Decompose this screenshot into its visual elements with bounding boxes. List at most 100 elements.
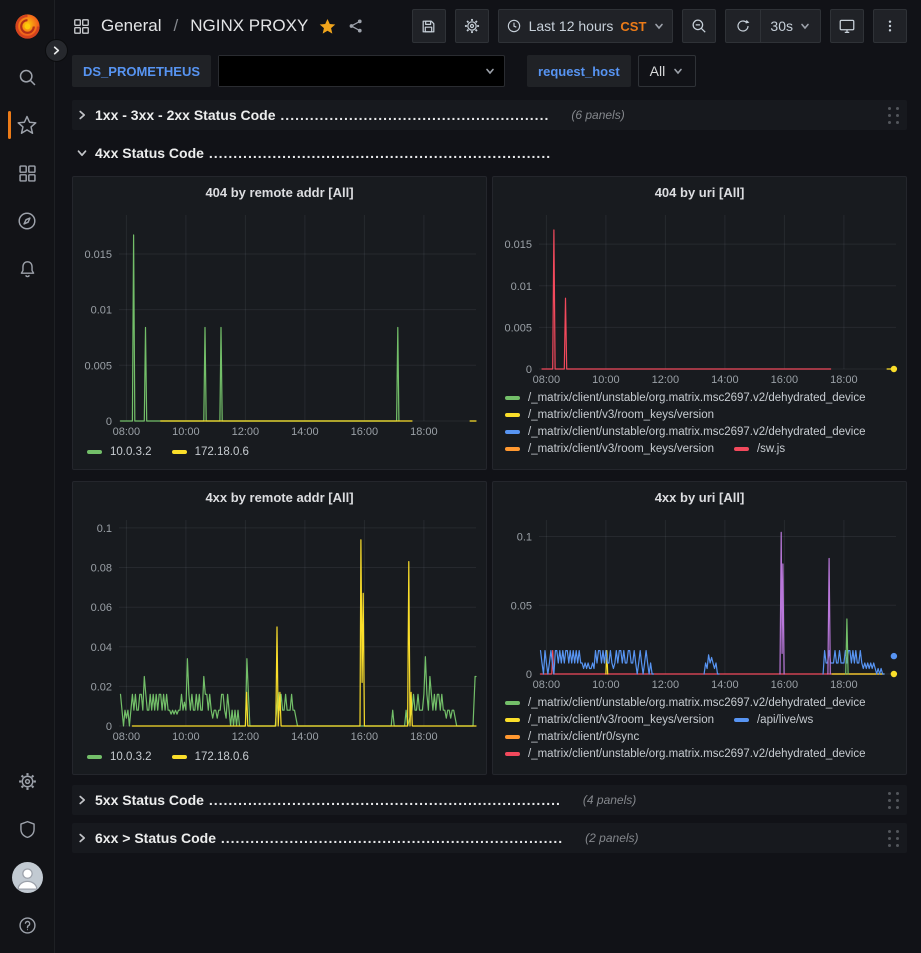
breadcrumb-section[interactable]: General xyxy=(101,16,162,35)
legend-item[interactable]: 172.18.0.6 xyxy=(171,751,249,763)
legend-label: /_matrix/client/unstable/org.matrix.msc2… xyxy=(528,426,866,438)
panel-plot: 08:00 10:00 12:00 14:00 16:00 18:00 0 0.005 0.01… xyxy=(73,207,486,441)
legend-row: /_matrix/client/unstable/org.matrix.msc2… xyxy=(505,697,906,709)
request-host-dropdown[interactable]: All xyxy=(637,55,697,87)
row-drag-handle[interactable] xyxy=(888,791,899,809)
legend-item[interactable]: /_matrix/client/unstable/org.matrix.msc2… xyxy=(505,697,866,709)
legend-item[interactable]: /_matrix/client/unstable/org.matrix.msc2… xyxy=(505,748,866,760)
panel-plot: 08:00 10:00 12:00 14:00 16:00 18:00 0 0.05 0.1 xyxy=(493,512,906,694)
refresh-interval-dropdown[interactable]: 30s xyxy=(760,10,820,42)
breadcrumb-separator: / xyxy=(173,16,179,35)
legend-item[interactable]: /_matrix/client/v3/room_keys/version xyxy=(505,714,714,726)
panel-title[interactable]: 404 by uri [All] xyxy=(654,184,745,200)
svg-text:0.08: 0.08 xyxy=(91,563,112,575)
sidebar-item-search[interactable] xyxy=(0,53,55,101)
panel-legend: /_matrix/client/unstable/org.matrix.msc2… xyxy=(493,694,906,774)
search-icon xyxy=(19,69,35,85)
legend-row: /_matrix/client/unstable/org.matrix.msc2… xyxy=(505,392,906,404)
save-dashboard-button[interactable] xyxy=(411,9,446,43)
legend-item[interactable]: /api/live/ws xyxy=(733,714,813,726)
dashboard-settings-button[interactable] xyxy=(454,9,489,43)
sidebar-item-dashboards[interactable] xyxy=(0,149,55,197)
variables-bar: DS_PROMETHEUS request_host All xyxy=(55,52,921,94)
legend-item[interactable]: 172.18.0.6 xyxy=(171,446,249,458)
share-icon[interactable] xyxy=(347,17,365,35)
time-picker-button[interactable]: Last 12 hours CST xyxy=(497,9,674,43)
dashboard-row-1xx-3xx-2xx[interactable]: 1xx - 3xx - 2xx Status Code ............… xyxy=(72,100,907,130)
zoom-out-button[interactable] xyxy=(682,9,717,43)
chart-canvas[interactable]: 08:00 10:00 12:00 14:00 16:00 18:00 0 0.05 0.1 xyxy=(493,512,906,694)
svg-text:08:00: 08:00 xyxy=(113,731,141,743)
panel-title[interactable]: 404 by remote addr [All] xyxy=(205,184,354,200)
chart-canvas[interactable]: 08:00 10:00 12:00 14:00 16:00 18:00 0 0.02 0.04 0… xyxy=(73,512,486,746)
legend-swatch xyxy=(733,447,749,451)
row-panel-count: (4 panels) xyxy=(582,793,637,807)
breadcrumb: General / NGINX PROXY xyxy=(72,16,365,36)
legend-item[interactable]: /_matrix/client/r0/sync xyxy=(505,731,639,743)
svg-text:08:00: 08:00 xyxy=(533,374,561,386)
dashboard-row-6xx[interactable]: 6xx > Status Code ......................… xyxy=(72,823,907,853)
request-host-label[interactable]: request_host xyxy=(527,55,631,87)
legend-item[interactable]: 10.0.3.2 xyxy=(87,751,152,763)
datasource-dropdown[interactable] xyxy=(218,55,506,87)
svg-text:0.01: 0.01 xyxy=(511,281,532,293)
legend-label: 172.18.0.6 xyxy=(194,446,249,458)
sidebar-expand-button[interactable] xyxy=(45,39,68,62)
kebab-icon xyxy=(888,20,892,32)
panel-title[interactable]: 4xx by uri [All] xyxy=(654,489,745,505)
legend-swatch xyxy=(505,701,520,705)
svg-text:14:00: 14:00 xyxy=(711,679,739,691)
avatar xyxy=(11,861,43,893)
favorite-star-icon[interactable] xyxy=(318,17,337,36)
legend-swatch xyxy=(87,450,102,454)
svg-text:18:00: 18:00 xyxy=(830,679,858,691)
dashboard-scroll-area: 1xx - 3xx - 2xx Status Code ............… xyxy=(55,94,921,953)
legend-swatch xyxy=(87,755,102,759)
main-area: General / NGINX PROXY xyxy=(55,0,921,953)
chart-canvas[interactable]: 08:00 10:00 12:00 14:00 16:00 18:00 0 0.005 0.01… xyxy=(493,207,906,389)
save-icon xyxy=(422,20,435,32)
row-drag-handle[interactable] xyxy=(888,106,899,124)
sidebar-item-explore[interactable] xyxy=(0,197,55,245)
legend-label: 172.18.0.6 xyxy=(194,751,249,763)
svg-text:10:00: 10:00 xyxy=(172,426,200,438)
sidebar-item-alerting[interactable] xyxy=(0,245,55,293)
panel-title[interactable]: 4xx by remote addr [All] xyxy=(205,489,354,505)
sidebar-item-server-admin[interactable] xyxy=(0,805,55,853)
grafana-logo[interactable] xyxy=(11,10,44,43)
svg-text:08:00: 08:00 xyxy=(533,679,561,691)
refresh-control: 30s xyxy=(725,9,821,43)
sidebar xyxy=(0,0,55,953)
legend-item[interactable]: /_matrix/client/unstable/org.matrix.msc2… xyxy=(505,426,866,438)
person-icon xyxy=(17,867,37,890)
legend-row: /_matrix/client/v3/room_keys/version/api… xyxy=(505,714,906,726)
dashboard-row-4xx[interactable]: 4xx Status Code ........................… xyxy=(72,138,907,168)
legend-item[interactable]: /_matrix/client/v3/room_keys/version xyxy=(505,443,714,455)
refresh-button[interactable] xyxy=(726,10,760,42)
legend-item[interactable]: 10.0.3.2 xyxy=(87,446,152,458)
legend-label: /_matrix/client/unstable/org.matrix.msc2… xyxy=(528,697,866,709)
cycle-view-mode-button[interactable] xyxy=(830,9,864,43)
dashboard-row-5xx[interactable]: 5xx Status Code ........................… xyxy=(72,785,907,815)
gear-icon xyxy=(464,18,479,34)
svg-text:0: 0 xyxy=(106,721,112,733)
legend-item[interactable]: /_matrix/client/unstable/org.matrix.msc2… xyxy=(505,392,866,404)
legend-item[interactable]: /_matrix/client/v3/room_keys/version xyxy=(505,409,714,421)
gear-icon xyxy=(18,772,36,790)
svg-text:10:00: 10:00 xyxy=(592,679,620,691)
sidebar-item-settings[interactable] xyxy=(0,757,55,805)
legend-label: 10.0.3.2 xyxy=(110,751,152,763)
chart-canvas[interactable]: 08:00 10:00 12:00 14:00 16:00 18:00 0 0.005 0.01… xyxy=(73,207,486,441)
sidebar-item-profile[interactable] xyxy=(0,853,55,901)
legend-swatch xyxy=(505,447,520,451)
datasource-label[interactable]: DS_PROMETHEUS xyxy=(72,55,212,87)
svg-text:14:00: 14:00 xyxy=(291,426,319,438)
sidebar-item-starred[interactable] xyxy=(0,101,55,149)
legend-item[interactable]: /sw.js xyxy=(733,443,785,455)
legend-label: /_matrix/client/v3/room_keys/version xyxy=(528,714,714,726)
kebab-menu-button[interactable] xyxy=(873,9,907,43)
svg-text:0.02: 0.02 xyxy=(91,681,112,693)
row-drag-handle[interactable] xyxy=(888,829,899,847)
sidebar-item-help[interactable] xyxy=(0,901,55,949)
